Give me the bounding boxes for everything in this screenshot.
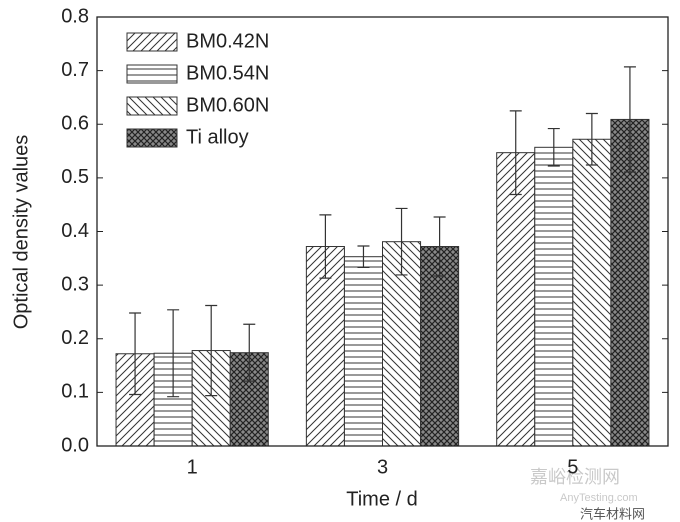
x-axis-label: Time / d [346, 488, 418, 510]
y-tick-label: 0.5 [61, 166, 89, 188]
error-bar [585, 112, 598, 166]
legend-label: BM0.42N [186, 30, 269, 52]
error-bar [243, 323, 256, 382]
y-tick-label: 0.6 [61, 113, 89, 135]
watermark: AnyTesting.com [560, 492, 638, 504]
bar [534, 146, 574, 447]
y-tick-label: 0.2 [61, 327, 89, 349]
error-bar [509, 110, 522, 196]
bar [496, 152, 536, 447]
x-tick-label: 5 [567, 456, 578, 478]
legend-swatch [126, 32, 178, 52]
error-bar [623, 66, 636, 173]
error-bar [433, 216, 446, 277]
error-bar [205, 304, 218, 397]
x-tick-label: 3 [377, 456, 388, 478]
watermark: 汽车材料网 [580, 506, 645, 521]
plot-frame [96, 16, 669, 447]
y-tick-label: 0.1 [61, 381, 89, 403]
x-tick-label: 1 [187, 456, 198, 478]
legend-label: Ti alloy [186, 126, 249, 148]
bar [343, 256, 383, 447]
error-bar [167, 309, 180, 398]
legend-label: BM0.60N [186, 94, 269, 116]
y-tick-label: 0.3 [61, 273, 89, 295]
watermark: 嘉峪检测网 [530, 467, 620, 487]
bar [382, 241, 422, 447]
bar [610, 118, 650, 447]
y-tick-label: 0.4 [61, 220, 89, 242]
error-bar [319, 214, 332, 279]
error-bar [395, 207, 408, 276]
error-bar [547, 127, 560, 167]
y-tick-label: 0.8 [61, 5, 89, 27]
bar [572, 138, 612, 447]
y-tick-label: 0.7 [61, 59, 89, 81]
legend-swatch [126, 128, 178, 148]
error-bar [129, 312, 142, 396]
bar [305, 246, 345, 447]
bar [420, 246, 460, 447]
y-axis-label: Optical density values [10, 135, 32, 330]
error-bar [357, 245, 370, 269]
legend-swatch [126, 64, 178, 84]
y-tick-label: 0.0 [61, 434, 89, 456]
legend-swatch [126, 96, 178, 116]
legend-label: BM0.54N [186, 62, 269, 84]
